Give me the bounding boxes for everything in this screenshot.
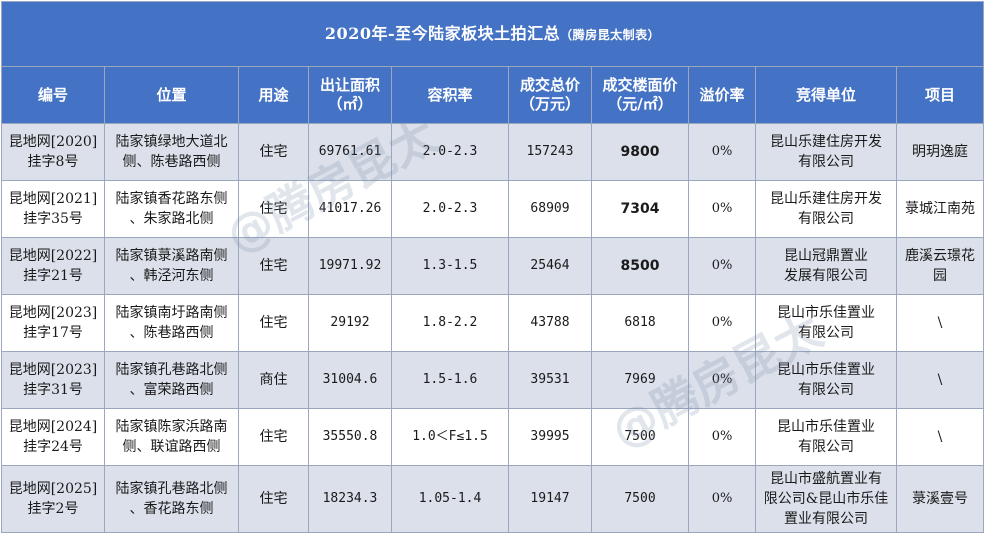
cell-project: 菉城江南苑 [895,180,984,238]
cell-location: 陆家镇菉溪路南侧 、韩泾河东侧 [104,237,239,295]
cell-floor-price: 7969 [591,351,689,409]
cell-winner: 昆山市盛航置业有 限公司&昆山市乐佳 置业有限公司 [755,465,897,533]
cell-winner: 昆山市乐佳置业 有限公司 [755,294,897,352]
cell-total-price: 68909 [508,180,592,238]
cell-floor-price: 7500 [591,465,689,533]
cell-premium: 0% [688,294,756,352]
cell-premium: 0% [688,123,756,181]
table-row: 昆地网[2022] 挂字21号 陆家镇菉溪路南侧 、韩泾河东侧 住宅 19971.92 1.… [1,237,984,295]
cell-far: 1.3-1.5 [391,237,509,295]
cell-premium: 0% [688,237,756,295]
cell-far: 2.0-2.3 [391,180,509,238]
cell-winner: 昆山乐建住房开发 有限公司 [755,123,897,181]
cell-use: 住宅 [238,180,309,238]
cell-project: 菉溪壹号 [895,465,984,533]
cell-use: 商住 [238,351,309,409]
cell-total-price: 39531 [508,351,592,409]
cell-project: 明玥逸庭 [895,123,984,181]
col-header-premium: 溢价率 [688,66,756,124]
cell-premium: 0% [688,465,756,533]
cell-project: \ [895,294,984,352]
table-row: 昆地网[2023] 挂字17号 陆家镇南圩路南侧 、陈巷路西侧 住宅 29192 1.8-2… [1,294,984,352]
cell-use: 住宅 [238,237,309,295]
cell-total-price: 157243 [508,123,592,181]
table-row: 昆地网[2020] 挂字8号 陆家镇绿地大道北 侧、陈巷路西侧 住宅 69761.61 2.… [1,123,984,181]
col-header-floor-price: 成交楼面价 （元/㎡） [591,66,689,124]
cell-winner: 昆山冠鼎置业 发展有限公司 [755,237,897,295]
cell-project: \ [895,351,984,409]
cell-id: 昆地网[2025] 挂字2号 [1,465,105,533]
cell-winner: 昆山市乐佳置业 有限公司 [755,408,897,466]
col-header-total-price: 成交总价 （万元） [508,66,592,124]
cell-id: 昆地网[2023] 挂字31号 [1,351,105,409]
cell-far: 1.5-1.6 [391,351,509,409]
cell-premium: 0% [688,351,756,409]
cell-use: 住宅 [238,408,309,466]
cell-area: 19971.92 [308,237,392,295]
cell-id: 昆地网[2021] 挂字35号 [1,180,105,238]
col-header-use: 用途 [238,66,309,124]
table-row: 昆地网[2021] 挂字35号 陆家镇香花路东侧 、朱家路北侧 住宅 41017.26 2.… [1,180,984,238]
cell-area: 41017.26 [308,180,392,238]
cell-total-price: 25464 [508,237,592,295]
cell-area: 35550.8 [308,408,392,466]
col-header-area: 出让面积 （㎡） [308,66,392,124]
cell-location: 陆家镇孔巷路北侧 、香花路东侧 [104,465,239,533]
cell-floor-price: 7500 [591,408,689,466]
cell-id: 昆地网[2020] 挂字8号 [1,123,105,181]
cell-area: 31004.6 [308,351,392,409]
cell-id: 昆地网[2024] 挂字24号 [1,408,105,466]
col-header-far: 容积率 [391,66,509,124]
table-title: 2020年-至今陆家板块土拍汇总（腾房昆太制表） [0,1,984,67]
cell-floor-price: 9800 [591,123,689,181]
cell-location: 陆家镇孔巷路北侧 、富荣路西侧 [104,351,239,409]
cell-project: 鹿溪云璟花园 [895,237,984,295]
table-body: 昆地网[2020] 挂字8号 陆家镇绿地大道北 侧、陈巷路西侧 住宅 69761.61 2.… [1,123,984,533]
cell-use: 住宅 [238,123,309,181]
cell-id: 昆地网[2023] 挂字17号 [1,294,105,352]
cell-winner: 昆山乐建住房开发 有限公司 [755,180,897,238]
cell-location: 陆家镇香花路东侧 、朱家路北侧 [104,180,239,238]
table-row: 昆地网[2023] 挂字31号 陆家镇孔巷路北侧 、富荣路西侧 商住 31004.6 1.5… [1,351,984,409]
cell-area: 29192 [308,294,392,352]
cell-project: \ [895,408,984,466]
cell-location: 陆家镇绿地大道北 侧、陈巷路西侧 [104,123,239,181]
col-header-winner: 竞得单位 [755,66,897,124]
cell-use: 住宅 [238,294,309,352]
cell-area: 18234.3 [308,465,392,533]
cell-premium: 0% [688,180,756,238]
cell-location: 陆家镇南圩路南侧 、陈巷路西侧 [104,294,239,352]
cell-total-price: 19147 [508,465,592,533]
title-note: （腾房昆太制表） [560,27,661,42]
cell-premium: 0% [688,408,756,466]
cell-floor-price: 7304 [591,180,689,238]
col-header-location: 位置 [104,66,239,124]
cell-far: 1.0＜F≤1.5 [391,408,509,466]
cell-floor-price: 8500 [591,237,689,295]
cell-total-price: 39995 [508,408,592,466]
cell-winner: 昆山市乐佳置业 有限公司 [755,351,897,409]
header-row: 编号 位置 用途 出让面积 （㎡） 容积率 成交总价 （万元） 成交楼面价 （元/㎡） 溢价率 竞得单… [1,66,984,124]
cell-floor-price: 6818 [591,294,689,352]
cell-id: 昆地网[2022] 挂字21号 [1,237,105,295]
title-row: 2020年-至今陆家板块土拍汇总（腾房昆太制表） [0,1,984,67]
cell-far: 2.0-2.3 [391,123,509,181]
table-row: 昆地网[2025] 挂字2号 陆家镇孔巷路北侧 、香花路东侧 住宅 18234.3 1.05… [1,465,984,533]
cell-total-price: 43788 [508,294,592,352]
col-header-id: 编号 [1,66,105,124]
col-header-project: 项目 [895,66,984,124]
cell-location: 陆家镇陈家浜路南 侧、联谊路西侧 [104,408,239,466]
cell-area: 69761.61 [308,123,392,181]
table-row: 昆地网[2024] 挂字24号 陆家镇陈家浜路南 侧、联谊路西侧 住宅 35550.8 1.… [1,408,984,466]
cell-use: 住宅 [238,465,309,533]
cell-far: 1.8-2.2 [391,294,509,352]
title-text: 2020年-至今陆家板块土拍汇总 [324,23,561,43]
cell-far: 1.05-1.4 [391,465,509,533]
